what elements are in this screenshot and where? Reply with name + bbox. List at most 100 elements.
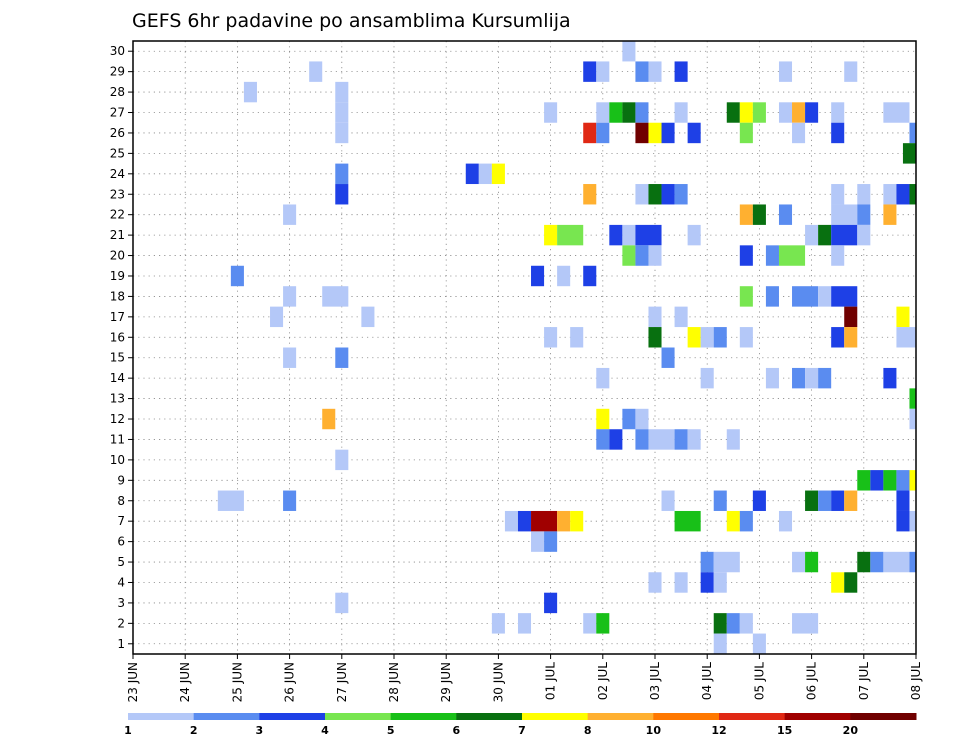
y-tick-label: 22 (110, 208, 125, 222)
heatmap-cell (465, 163, 479, 185)
legend-label: 1 (124, 724, 132, 737)
heatmap-cell (909, 408, 916, 430)
heatmap-cell (622, 408, 636, 430)
legend-swatch (719, 713, 786, 720)
heatmap-cell (335, 592, 349, 614)
y-tick-label: 8 (117, 494, 125, 508)
heatmap-cell (765, 286, 779, 307)
heatmap-cell (792, 613, 819, 634)
heatmap-cell (335, 449, 349, 471)
y-tick-label: 5 (117, 555, 125, 569)
heatmap-cell (726, 102, 740, 123)
heatmap-cell (517, 613, 532, 634)
heatmap-cell (609, 429, 623, 450)
heatmap-cell (831, 327, 845, 348)
heatmap-cell (309, 61, 323, 82)
heatmap-cell (648, 61, 662, 82)
heatmap-cell (739, 102, 753, 123)
x-tick-label: 05 JUL (752, 662, 766, 700)
color-legend: 1 2 3 4 5 6 7 8 10 12 15 20 (124, 713, 917, 737)
heatmap-cell (648, 245, 662, 266)
legend-swatch (784, 713, 851, 720)
heatmap-cell (883, 102, 910, 123)
heatmap-cell (583, 184, 597, 205)
heatmap-cell (805, 367, 819, 389)
heatmap-cell (896, 327, 916, 348)
heatmap-cell (844, 61, 858, 82)
heatmap-cell (857, 224, 871, 246)
y-tick-label: 2 (117, 616, 125, 630)
heatmap-cell (700, 367, 714, 389)
heatmap-cell (648, 184, 662, 205)
heatmap-cell (674, 306, 688, 328)
heatmap-cell (635, 429, 649, 450)
heatmap-cell (909, 122, 916, 144)
heatmap-cell (478, 163, 492, 185)
heatmap-cell (792, 286, 819, 307)
heatmap-cell (491, 163, 505, 185)
legend-label: 5 (387, 724, 395, 737)
heatmap-cell (778, 245, 806, 266)
x-tick-label: 02 JUL (596, 662, 610, 700)
heatmap-cell (635, 122, 649, 144)
heatmap-cell (544, 592, 558, 614)
heatmap-cell (713, 551, 740, 573)
heatmap-cell (596, 408, 610, 430)
heatmap-cell (857, 551, 871, 573)
heatmap-cell (726, 429, 740, 450)
heatmap-cell (596, 429, 610, 450)
heatmap-cell (544, 224, 558, 246)
heatmap-cell (752, 204, 766, 225)
heatmap-cell (792, 122, 806, 144)
y-axis: 1234567891011121314151617181920212223242… (110, 44, 133, 651)
heatmap-cell (870, 470, 884, 491)
heatmap-cell (831, 184, 845, 205)
y-tick-label: 6 (117, 535, 125, 549)
heatmap-cell (648, 572, 662, 593)
heatmap-cell (361, 306, 375, 328)
heatmap-cell (217, 490, 244, 511)
heatmap-cell (870, 551, 884, 573)
heatmap-cell (765, 245, 779, 266)
y-tick-label: 16 (110, 330, 125, 344)
legend-swatch (193, 713, 260, 720)
heatmap-cell (896, 306, 910, 328)
heatmap-cell (818, 490, 832, 511)
x-tick-label: 24 JUN (178, 662, 192, 702)
y-tick-label: 7 (117, 514, 125, 528)
heatmap-cell (557, 510, 571, 532)
heatmap-cell (752, 102, 766, 123)
heatmap-cell (661, 122, 675, 144)
heatmap-cell (531, 531, 545, 552)
heatmap-cell (831, 286, 858, 307)
heatmap-cell (648, 429, 675, 450)
heatmap-cell (583, 265, 597, 287)
heatmap-cell (805, 224, 819, 246)
heatmap-cell (765, 367, 779, 389)
heatmap-cell (752, 633, 766, 654)
heatmap-cell (596, 122, 610, 144)
heatmap-cell (544, 102, 558, 123)
heatmap-cell (883, 367, 897, 389)
heatmap-cell (739, 122, 753, 144)
x-tick-label: 06 JUL (805, 662, 819, 700)
y-tick-label: 17 (110, 310, 125, 324)
heatmap-cell (661, 184, 675, 205)
heatmap-cell (335, 102, 349, 123)
heatmap-cell (739, 204, 753, 225)
heatmap-cell (831, 490, 845, 511)
y-tick-label: 23 (110, 187, 125, 201)
x-tick-label: 01 JUL (544, 662, 558, 700)
y-tick-label: 13 (110, 392, 125, 406)
heatmap-cell (909, 510, 916, 532)
heatmap-cell (609, 102, 623, 123)
heatmap-cell (831, 245, 845, 266)
heatmap-cell (739, 613, 753, 634)
legend-swatch (390, 713, 457, 720)
x-tick-label: 08 JUL (909, 662, 923, 700)
legend-label: 6 (453, 724, 461, 737)
heatmap-cell (909, 388, 916, 409)
heatmap-cell (726, 510, 740, 532)
y-tick-label: 4 (117, 575, 125, 589)
